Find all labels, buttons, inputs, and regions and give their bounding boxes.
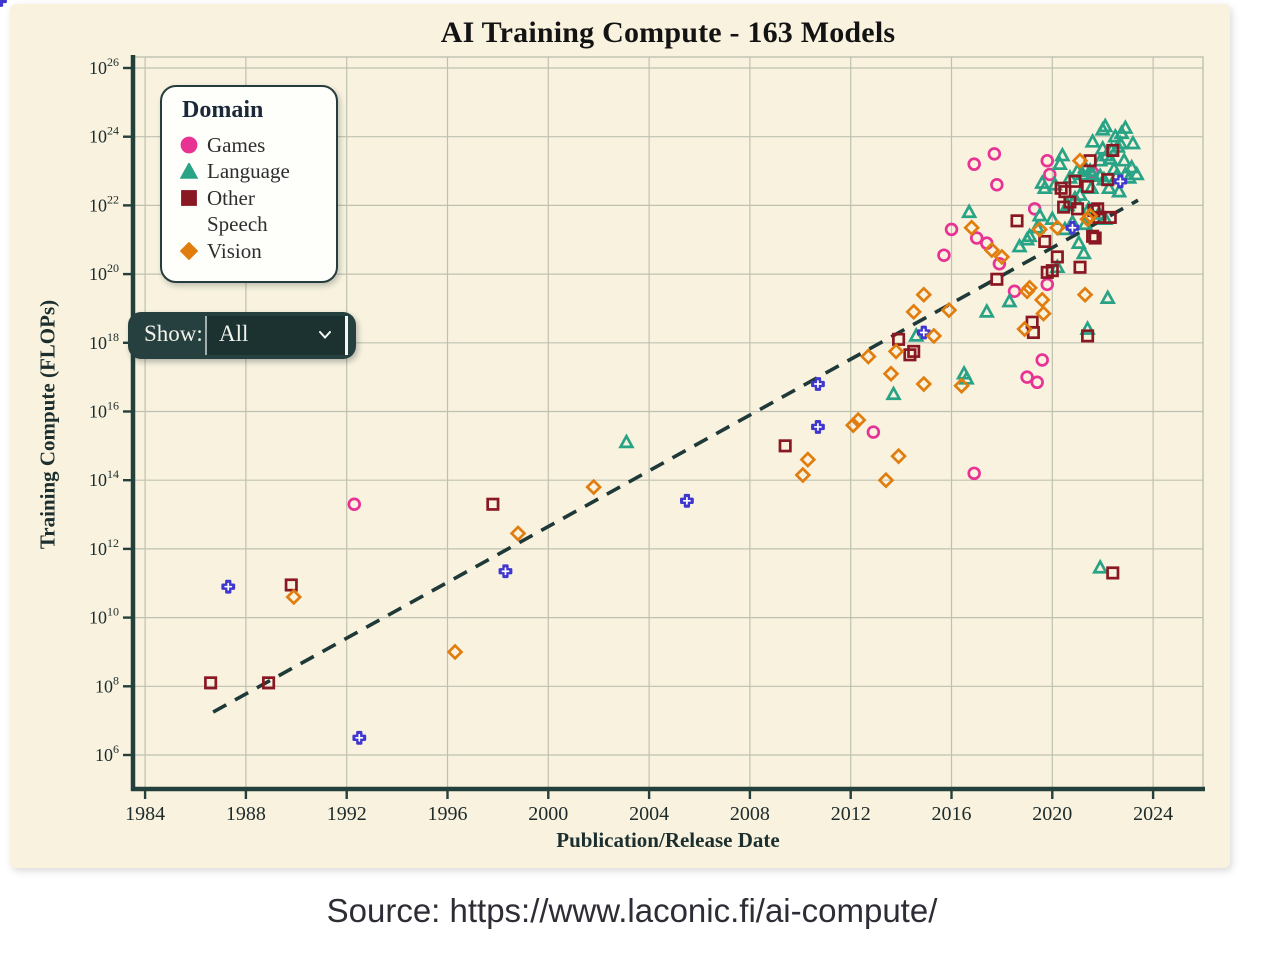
domain-filter-value: All <box>219 321 249 346</box>
domain-legend: Domain Games Language Other Speech Visio… <box>160 85 338 283</box>
legend-item-games: Games <box>162 132 336 159</box>
domain-filter-select[interactable]: All <box>205 316 348 355</box>
legend-item-vision: Vision <box>162 238 336 265</box>
svg-text:1996: 1996 <box>427 803 467 825</box>
svg-text:1026: 1026 <box>89 55 119 78</box>
svg-text:1022: 1022 <box>89 192 119 215</box>
legend-item-speech: Speech <box>162 212 336 239</box>
svg-text:1018: 1018 <box>89 330 119 353</box>
source-caption: Source: https://www.laconic.fi/ai-comput… <box>326 892 938 929</box>
trend-line <box>212 198 1139 714</box>
svg-text:1024: 1024 <box>89 124 119 147</box>
show-filter-control: Show: All <box>128 312 356 359</box>
svg-text:1020: 1020 <box>89 261 119 284</box>
svg-text:2016: 2016 <box>932 803 972 825</box>
svg-text:1010: 1010 <box>89 605 119 628</box>
legend-item-label: Other <box>207 185 255 210</box>
legend-item-label: Speech <box>207 212 268 237</box>
svg-text:1988: 1988 <box>226 803 266 825</box>
legend-item-language: Language <box>162 159 336 186</box>
svg-text:1012: 1012 <box>89 536 119 559</box>
legend-title: Domain <box>182 97 264 123</box>
svg-text:108: 108 <box>95 673 119 696</box>
svg-text:1992: 1992 <box>327 803 367 825</box>
svg-text:1014: 1014 <box>89 467 119 490</box>
chart-title: AI Training Compute - 163 Models <box>440 16 896 49</box>
svg-text:1984: 1984 <box>125 803 165 825</box>
other-square-icon <box>181 190 197 207</box>
legend-item-label: Language <box>207 159 290 184</box>
x-axis-title: Publication/Release Date <box>556 828 780 852</box>
legend-item-label: Vision <box>207 238 262 263</box>
svg-text:2004: 2004 <box>629 803 669 825</box>
svg-text:106: 106 <box>95 742 119 765</box>
svg-text:2020: 2020 <box>1032 803 1072 825</box>
language-triangle-icon <box>180 162 198 179</box>
svg-text:2000: 2000 <box>528 803 568 825</box>
svg-text:1016: 1016 <box>89 398 119 421</box>
show-label: Show: <box>144 321 203 346</box>
chevron-down-icon <box>319 331 331 339</box>
legend-item-label: Games <box>207 132 266 157</box>
svg-text:2024: 2024 <box>1133 803 1173 825</box>
svg-text:2008: 2008 <box>730 803 770 825</box>
speech-plus-icon <box>185 220 193 229</box>
legend-item-other: Other <box>162 185 336 212</box>
vision-diamond-icon <box>180 242 198 261</box>
svg-text:2012: 2012 <box>831 803 871 825</box>
games-circle-icon <box>180 136 198 154</box>
